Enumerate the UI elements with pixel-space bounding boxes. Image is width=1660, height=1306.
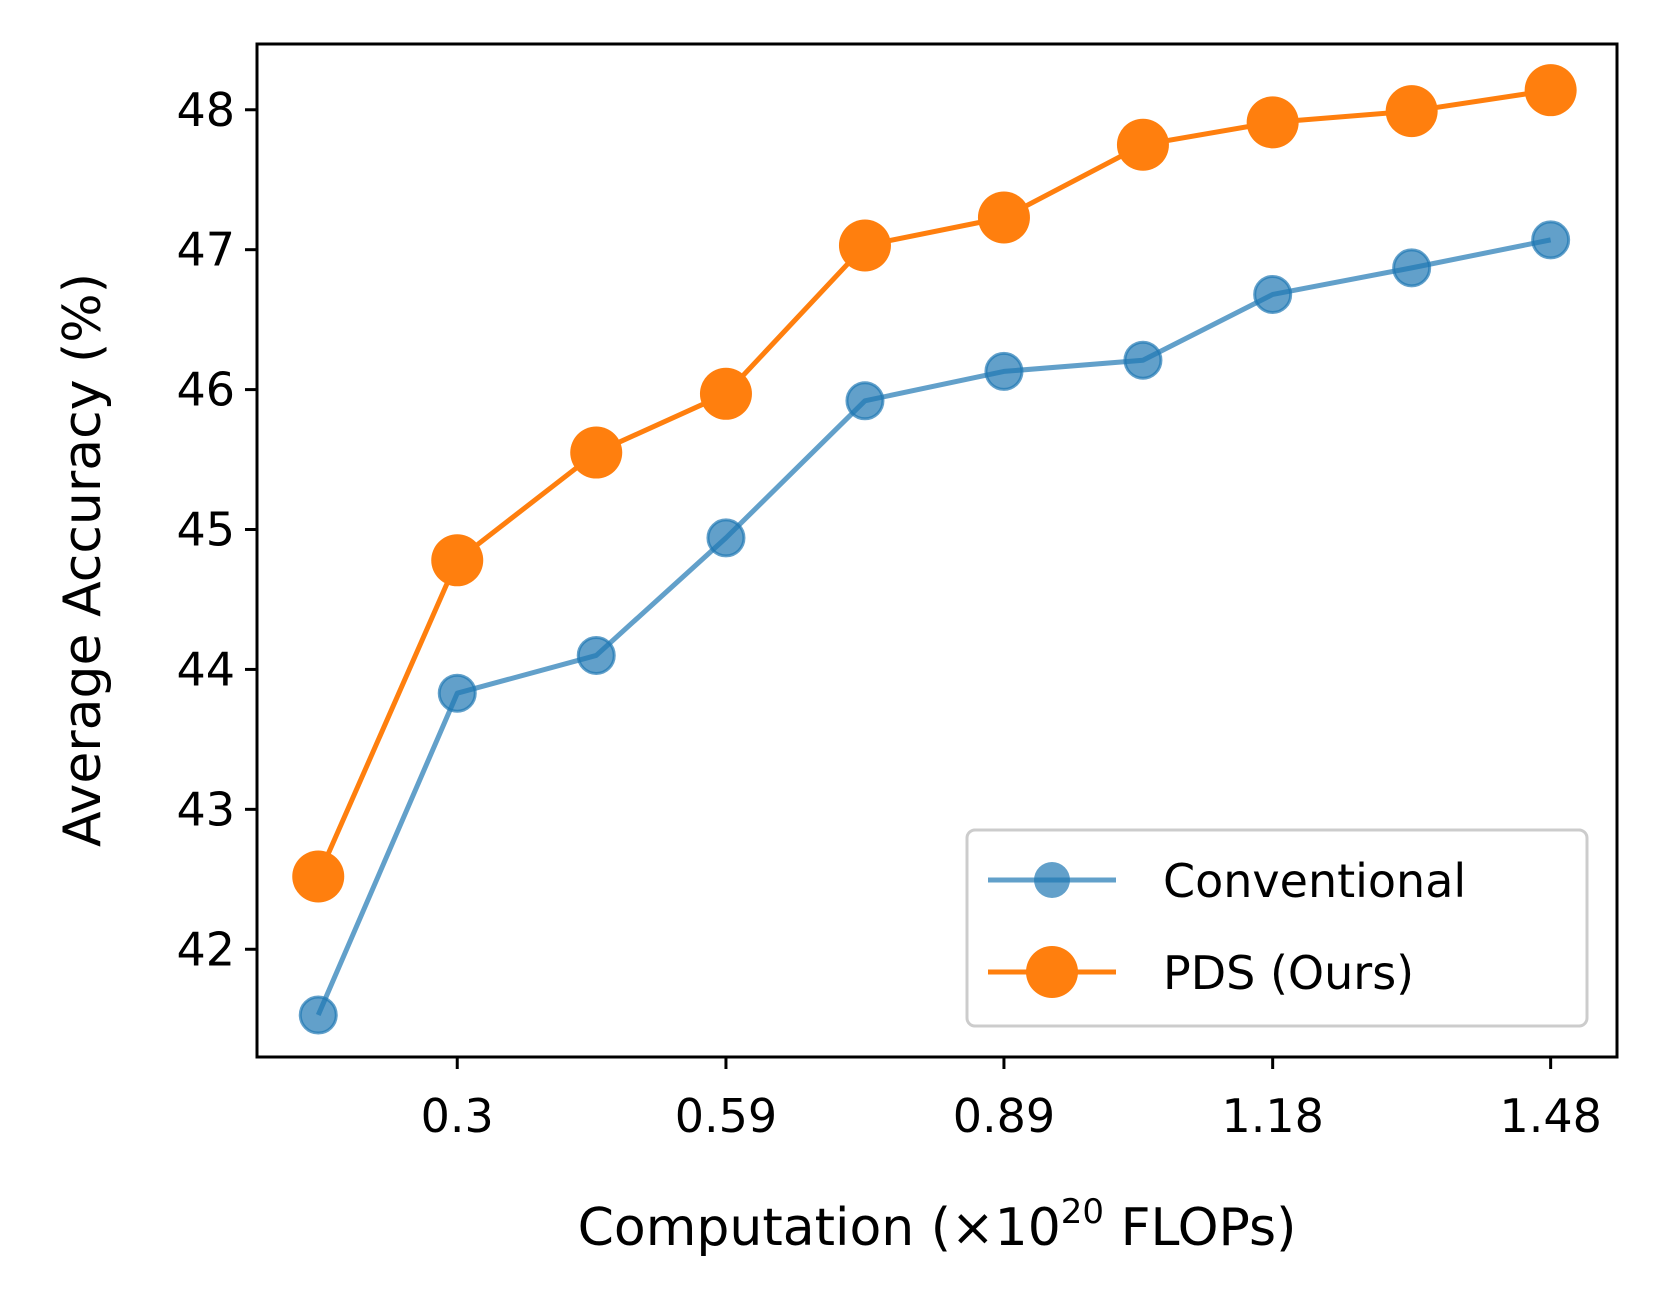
y-tick-label: 48 [176,83,235,137]
y-tick-label: 47 [176,223,235,277]
y-tick-label: 46 [176,363,235,417]
legend-item: PDS (Ours) [988,946,1414,1000]
series-line [315,87,1552,878]
data-point [1116,118,1169,171]
x-tick-label: 0.89 [953,1089,1055,1143]
data-point [1531,220,1571,260]
series-line [315,237,1552,1017]
x-tick-label: 1.18 [1221,1089,1323,1143]
x-axis: 0.3 0.59 0.89 1.18 1.48 [421,1057,1602,1143]
plot-frame [255,42,1619,1059]
data-point [1246,96,1299,149]
x-tick-label: 0.3 [421,1089,494,1143]
x-axis-label: Computation (×1020 FLOPs) [578,1192,1297,1258]
legend-box [965,828,1589,1028]
data-point [1385,85,1438,138]
data-point [699,367,752,420]
data-point [1524,64,1577,117]
y-axis: 42 43 44 45 46 47 48 [176,83,257,976]
legend-marker [1034,862,1070,898]
legend: Conventional PDS (Ours) [965,828,1589,1028]
legend-label: PDS (Ours) [1163,946,1414,1000]
data-point [977,191,1030,244]
x-axis-label-main: Computation (×10 [578,1198,1061,1258]
data-point [431,534,484,587]
data-point [1253,274,1293,314]
data-point [292,850,345,903]
y-tick-label: 42 [176,922,235,976]
y-tick-label: 43 [176,782,235,836]
series-pds-ours [292,64,1577,903]
x-axis-label-suffix: FLOPs) [1104,1198,1296,1258]
legend-marker [1026,946,1078,998]
x-axis-label-exponent: 20 [1061,1192,1104,1232]
legend-label: Conventional [1163,854,1466,908]
x-tick-label: 0.59 [675,1089,777,1143]
data-point [1392,248,1432,288]
data-point [570,426,623,479]
data-point [576,635,616,675]
data-point [437,673,477,713]
legend-item: Conventional [988,854,1466,908]
series-conventional [298,220,1571,1035]
y-tick-label: 44 [176,642,235,696]
y-tick-label: 45 [176,503,235,557]
data-point [1123,340,1163,380]
data-point [706,518,746,558]
x-tick-label: 1.48 [1499,1089,1601,1143]
data-point [838,219,891,272]
data-point [298,995,338,1035]
y-axis-label: Average Accuracy (%) [53,273,113,847]
data-point [845,381,885,421]
data-point [984,351,1024,391]
plot-area [292,64,1577,1035]
